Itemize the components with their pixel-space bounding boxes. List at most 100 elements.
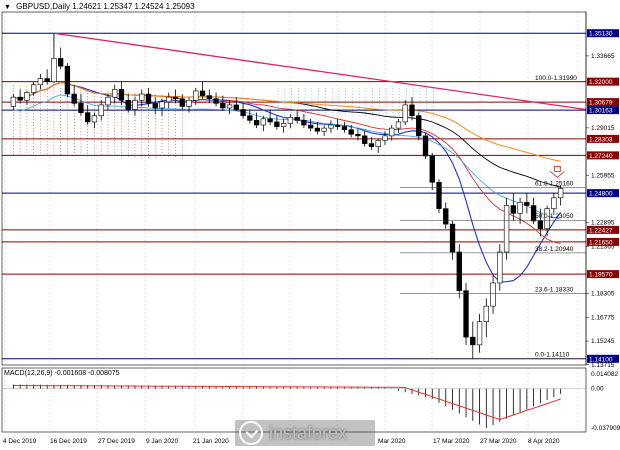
level-price-box [587, 237, 619, 246]
level-price-label: 1.30679 [589, 100, 613, 107]
candle-bear [240, 109, 246, 117]
candle-bull [186, 99, 192, 107]
ma-black [13, 81, 561, 188]
time-label: 8 Apr 2020 [528, 438, 560, 445]
candle-bear [267, 118, 273, 123]
candle-bull [51, 58, 57, 82]
candle-bear [44, 78, 50, 82]
candle-bull [395, 121, 402, 129]
level-price-label: 1.21650 [589, 239, 613, 246]
fib-label: 38.2-1.20940 [535, 246, 574, 253]
candle-bear [220, 103, 226, 109]
candle-bear [449, 223, 456, 253]
fib-label: 23.6-1.18330 [535, 286, 574, 293]
candle-bear [463, 290, 469, 338]
price-tick-label: 1.33665 [591, 53, 615, 60]
candle-bull [328, 124, 334, 129]
level-price-label: 1.22427 [589, 227, 613, 234]
timeframe-label: Daily [52, 2, 70, 11]
candle-bull [544, 208, 550, 230]
level-price-label: 1.35130 [589, 31, 613, 38]
candle-bull [98, 104, 104, 117]
candle-bear [416, 115, 422, 137]
candle-bull [490, 282, 496, 307]
ma-orange [13, 81, 561, 162]
time-label: 4 Dec 2019 [3, 438, 37, 445]
candle-bear [206, 95, 212, 100]
candle-bear [152, 103, 158, 109]
candle-bear [335, 124, 341, 127]
descending-trendline [53, 32, 587, 111]
candle-bull [159, 101, 165, 109]
candle-bull [37, 78, 44, 86]
candle-bull [497, 251, 503, 284]
candle-bull [166, 96, 172, 103]
ma-red [13, 81, 561, 245]
candle-bear [253, 120, 260, 126]
collapse-triangle-icon[interactable]: ▼ [4, 4, 11, 11]
candle-bull [375, 140, 381, 147]
price-tick-label: 1.29015 [591, 125, 615, 132]
watermark-text: instaforex [269, 422, 348, 443]
candle-bull [139, 93, 145, 101]
time-axis: 4 Dec 2019 16 Dec 2019 27 Dec 2019 9 Jan 20… [3, 438, 560, 445]
time-label: 27 Mar 2020 [480, 438, 517, 445]
candle-bear [17, 96, 23, 101]
candle-bear [409, 104, 415, 117]
candle-bull [402, 104, 408, 123]
candle-bear [355, 134, 361, 137]
level-price-box [587, 270, 619, 279]
price-tick-label: 1.18305 [591, 291, 615, 298]
candle-bear [470, 336, 476, 346]
macd-panel: 0.014082 0.00 -0.037909 [2, 371, 620, 432]
candle-bear [314, 127, 321, 132]
candle-bull [483, 305, 489, 322]
candle-bear [125, 99, 131, 110]
watermark: instaforex [235, 420, 375, 446]
candle-bull [226, 104, 233, 109]
red-arrow-icon [550, 166, 565, 179]
level-price-box [587, 77, 619, 86]
plot-border [1, 11, 587, 366]
candle-bull [280, 123, 287, 127]
candle-bull [260, 118, 267, 126]
time-label: Mar 2020 [378, 438, 406, 445]
fib-label: 50.0-1.23050 [535, 213, 574, 220]
level-price-box [587, 189, 619, 198]
candle-bear [307, 124, 314, 129]
candle-bull [517, 202, 523, 214]
candle-bear [436, 182, 442, 209]
level-price-box [587, 106, 619, 115]
ma-lightblue [13, 94, 561, 220]
chart-header: ▼ GBPUSD,Daily 1.24621 1.25347 1.24524 1… [4, 2, 195, 11]
candle-bull [287, 116, 294, 124]
price-tick-label: 1.13715 [591, 362, 615, 369]
level-price-box [587, 98, 619, 107]
macd-tick-label: 0.014082 [591, 371, 618, 378]
candle-bear [368, 143, 375, 147]
grid [4, 12, 579, 432]
level-price-label: 1.27240 [589, 153, 613, 160]
price-tick-label: 1.21365 [591, 243, 615, 250]
level-price-box [587, 151, 619, 160]
candle-bull [24, 92, 30, 101]
price-tick-label: 1.22895 [591, 220, 615, 227]
price-tick-label: 1.16775 [591, 314, 615, 321]
candle-bear [429, 155, 435, 183]
candle-bull [91, 115, 98, 123]
candle-bear [362, 135, 368, 144]
candle-bull [557, 188, 564, 199]
time-label: 17 Mar 2020 [433, 438, 470, 445]
candle-bear [71, 93, 77, 104]
candle-bear [199, 90, 206, 96]
macd-label: MACD(12,26,9) -0.001608 -0.008075 [4, 370, 120, 377]
time-label: 21 Jan 2020 [193, 438, 229, 445]
ohlc-values: 1.24621 1.25347 1.24524 1.25093 [72, 2, 195, 11]
candle-bull [132, 99, 138, 110]
candle-bear [58, 58, 64, 67]
macd-tick-label: 0.00 [591, 386, 604, 393]
candle-bull [30, 84, 37, 93]
candle-bear [294, 116, 300, 121]
candle-bear [118, 89, 125, 101]
